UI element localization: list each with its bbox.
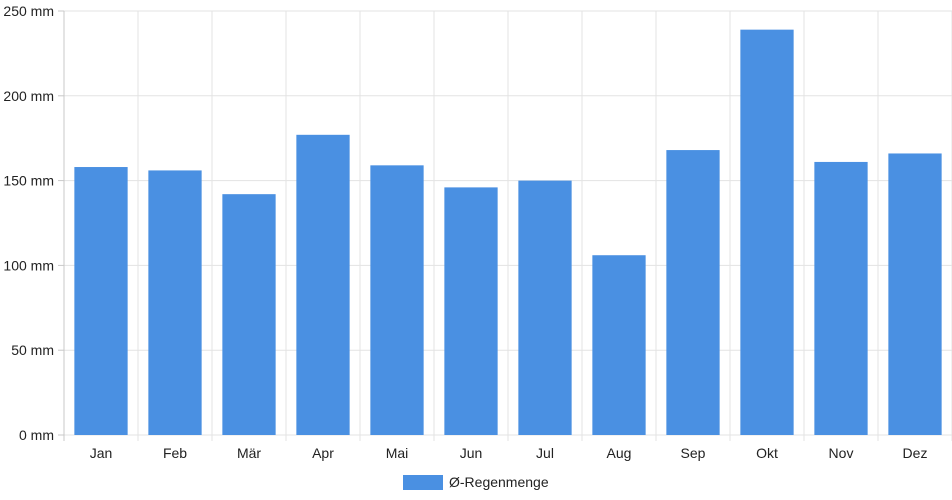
x-tick-label: Nov xyxy=(829,445,854,461)
bar-sep[interactable] xyxy=(666,150,720,435)
y-tick-label: 50 mm xyxy=(11,342,54,358)
bar-okt[interactable] xyxy=(740,29,794,435)
x-tick-label: Okt xyxy=(756,445,778,461)
x-tick-label: Mär xyxy=(237,445,261,461)
x-tick-label: Sep xyxy=(681,445,706,461)
bar-jun[interactable] xyxy=(444,187,498,435)
y-tick-label: 100 mm xyxy=(3,257,54,273)
y-tick-label: 250 mm xyxy=(3,3,54,19)
bar-aug[interactable] xyxy=(592,255,646,435)
x-tick-label: Jul xyxy=(536,445,554,461)
x-tick-label: Jun xyxy=(460,445,483,461)
x-tick-label: Apr xyxy=(312,445,334,461)
bar-mai[interactable] xyxy=(370,165,424,435)
bar-nov[interactable] xyxy=(814,161,868,435)
bar-apr[interactable] xyxy=(296,134,350,436)
bars-layer xyxy=(74,29,942,436)
bar-jul[interactable] xyxy=(518,180,572,435)
y-tick-label: 0 mm xyxy=(19,427,54,443)
legend[interactable]: Ø-Regenmenge xyxy=(403,474,549,490)
x-tick-label: Aug xyxy=(607,445,632,461)
axis-layer: 0 mm 50 mm 100 mm 150 mm 200 mm 250 mm Jan Feb M… xyxy=(3,3,927,461)
x-tick-label: Dez xyxy=(903,445,928,461)
y-tick-label: 200 mm xyxy=(3,88,54,104)
grid-layer xyxy=(63,10,952,441)
x-tick-label: Mai xyxy=(386,445,409,461)
legend-swatch[interactable] xyxy=(403,475,443,490)
bar-feb[interactable] xyxy=(148,170,202,435)
y-tick-label: 150 mm xyxy=(3,173,54,189)
bar-dez[interactable] xyxy=(888,153,942,436)
x-tick-label: Feb xyxy=(163,445,187,461)
x-tick-label: Jan xyxy=(90,445,113,461)
legend-label[interactable]: Ø-Regenmenge xyxy=(449,474,549,490)
bar-mär[interactable] xyxy=(222,194,276,435)
bar-jan[interactable] xyxy=(74,167,128,436)
